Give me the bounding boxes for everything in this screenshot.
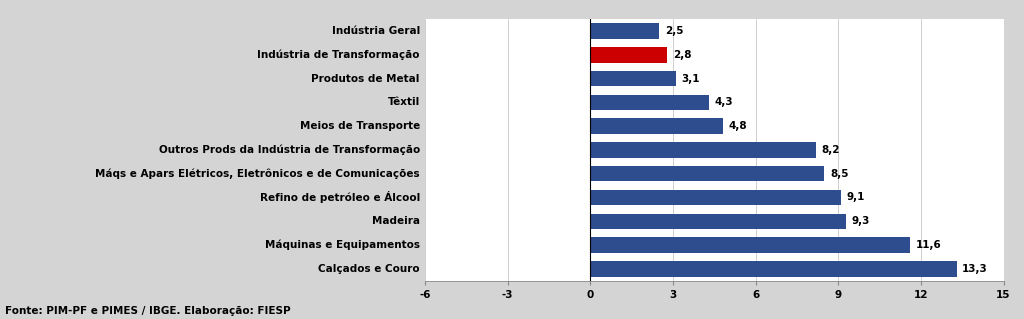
Bar — [590, 95, 709, 110]
Text: Produtos de Metal: Produtos de Metal — [311, 74, 420, 84]
Text: Madeira: Madeira — [372, 216, 420, 226]
Bar — [590, 47, 668, 63]
Text: 8,5: 8,5 — [829, 169, 849, 179]
Bar — [590, 118, 723, 134]
Text: 9,3: 9,3 — [852, 216, 870, 226]
Text: 8,2: 8,2 — [821, 145, 840, 155]
Text: Máquinas e Equipamentos: Máquinas e Equipamentos — [265, 240, 420, 250]
Text: 9,1: 9,1 — [847, 192, 865, 203]
Bar — [590, 71, 676, 86]
Text: 2,8: 2,8 — [673, 50, 691, 60]
Bar — [590, 142, 816, 158]
Bar — [590, 237, 910, 253]
Text: Fonte: PIM-PF e PIMES / IBGE. Elaboração: FIESP: Fonte: PIM-PF e PIMES / IBGE. Elaboração… — [5, 306, 291, 316]
Text: Calçados e Couro: Calçados e Couro — [318, 264, 420, 274]
Text: Refino de petróleo e Álcool: Refino de petróleo e Álcool — [260, 191, 420, 204]
Text: Meios de Transporte: Meios de Transporte — [300, 121, 420, 131]
Text: 4,8: 4,8 — [728, 121, 746, 131]
Bar — [590, 23, 659, 39]
Text: 11,6: 11,6 — [915, 240, 941, 250]
Text: Indústria Geral: Indústria Geral — [332, 26, 420, 36]
Text: Outros Prods da Indústria de Transformação: Outros Prods da Indústria de Transformaç… — [159, 145, 420, 155]
Text: Indústria de Transformação: Indústria de Transformação — [257, 49, 420, 60]
Bar — [590, 261, 956, 277]
Text: 3,1: 3,1 — [681, 74, 699, 84]
Text: 2,5: 2,5 — [665, 26, 683, 36]
Text: 13,3: 13,3 — [963, 264, 988, 274]
Text: Máqs e Apars Elétricos, Eletrônicos e de Comunicações: Máqs e Apars Elétricos, Eletrônicos e de… — [95, 168, 420, 179]
Bar — [590, 190, 841, 205]
Bar — [590, 213, 847, 229]
Text: Têxtil: Têxtil — [388, 97, 420, 108]
Bar — [590, 166, 824, 182]
Text: 4,3: 4,3 — [715, 97, 733, 108]
